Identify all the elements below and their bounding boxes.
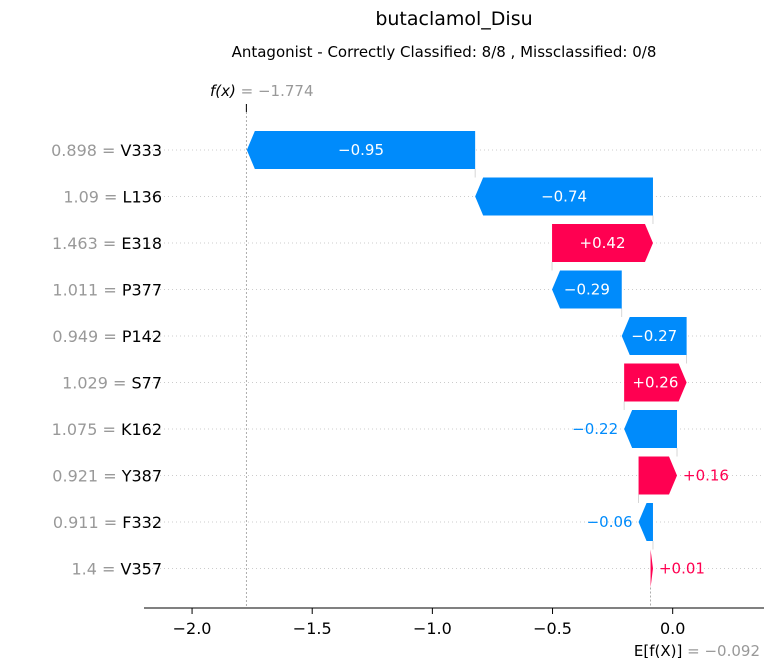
feature-value: 1.075 = (52, 420, 121, 439)
feature-value: 1.463 = (52, 234, 121, 253)
chart-subtitle: Antagonist - Correctly Classified: 8/8 ,… (232, 43, 657, 61)
grid-lines (144, 149, 764, 569)
bar-value-label: +0.26 (632, 374, 678, 392)
feature-value: 1.4 = (71, 560, 120, 579)
feature-label: 0.949 = P142 (52, 327, 162, 346)
feature-value: 0.921 = (52, 467, 121, 486)
feature-name: F332 (122, 513, 162, 532)
feature-name: S77 (131, 374, 162, 393)
bar-V357 (650, 549, 653, 588)
feature-name: E318 (121, 234, 162, 253)
feature-label: 1.09 = L136 (63, 188, 162, 207)
fx-annotation: f(x) = −1.774 (210, 82, 314, 100)
bar-P142 (621, 317, 687, 355)
chart-title: butaclamol_Disu (375, 8, 532, 30)
x-tick-label: −0.5 (533, 619, 572, 638)
bar-value-label: +0.16 (683, 467, 729, 485)
bar-value-label: −0.06 (587, 513, 633, 531)
feature-labels: 0.898 = V333 1.09 = L136 1.463 = E318 1.011… (51, 141, 162, 579)
bar-value-label: +0.42 (580, 234, 626, 252)
feature-label: 1.463 = E318 (52, 234, 162, 253)
x-tick-label: −1.5 (293, 619, 332, 638)
bar-Y387 (638, 456, 678, 495)
bar-V333 (246, 131, 476, 169)
bar-S77 (624, 363, 687, 402)
x-tick-label: −2.0 (173, 619, 212, 638)
efx-value: −0.092 (704, 642, 760, 660)
feature-value: 1.029 = (62, 374, 131, 393)
feature-name: P142 (122, 327, 162, 346)
bar-F332 (638, 503, 653, 541)
bar-value-label: −0.22 (572, 420, 618, 438)
bar-value-label: −0.74 (541, 188, 587, 206)
feature-label: 0.921 = Y387 (52, 467, 162, 486)
feature-label: 0.898 = V333 (51, 141, 162, 160)
reference-lines (245, 104, 688, 608)
feature-label: 1.011 = P377 (52, 281, 162, 300)
feature-value: 0.898 = (51, 141, 120, 160)
feature-value: 1.011 = (52, 281, 121, 300)
fx-value: −1.774 (258, 82, 314, 100)
feature-name: K162 (121, 420, 162, 439)
x-axis: −2.0 −1.5 −1.0 −0.5 0.0 (144, 607, 764, 638)
feature-value: 1.09 = (63, 188, 122, 207)
feature-value: 0.949 = (52, 327, 121, 346)
bar-value-label: −0.29 (564, 281, 610, 299)
efx-equals: = (682, 642, 704, 660)
fx-label: f(x) (210, 82, 236, 100)
feature-name: V357 (121, 560, 162, 579)
fx-equals: = (236, 82, 258, 100)
bar-K162 (624, 410, 678, 448)
bar-L136 (475, 177, 653, 216)
bars: −0.95 −0.74 +0.42 −0.29 −0.27 +0.26 −0.22 +0.16… (246, 131, 729, 588)
bar-value-label: −0.27 (631, 327, 677, 345)
feature-name: L136 (123, 188, 162, 207)
bar-value-label: −0.95 (338, 141, 384, 159)
feature-value: 0.911 = (53, 513, 122, 532)
feature-name: Y387 (121, 467, 162, 486)
bar-P377 (552, 270, 622, 309)
efx-annotation: E[f(X)] = −0.092 (634, 642, 760, 660)
feature-label: 1.029 = S77 (62, 374, 162, 393)
x-tick-label: −1.0 (413, 619, 452, 638)
feature-label: 0.911 = F332 (53, 513, 162, 532)
efx-label: E[f(X)] (634, 642, 682, 660)
feature-name: V333 (121, 141, 162, 160)
bar-value-label: +0.01 (659, 560, 705, 578)
feature-label: 1.075 = K162 (52, 420, 162, 439)
x-tick-label: 0.0 (660, 619, 685, 638)
bar-E318 (552, 224, 653, 262)
feature-name: P377 (122, 281, 162, 300)
feature-label: 1.4 = V357 (71, 560, 162, 579)
